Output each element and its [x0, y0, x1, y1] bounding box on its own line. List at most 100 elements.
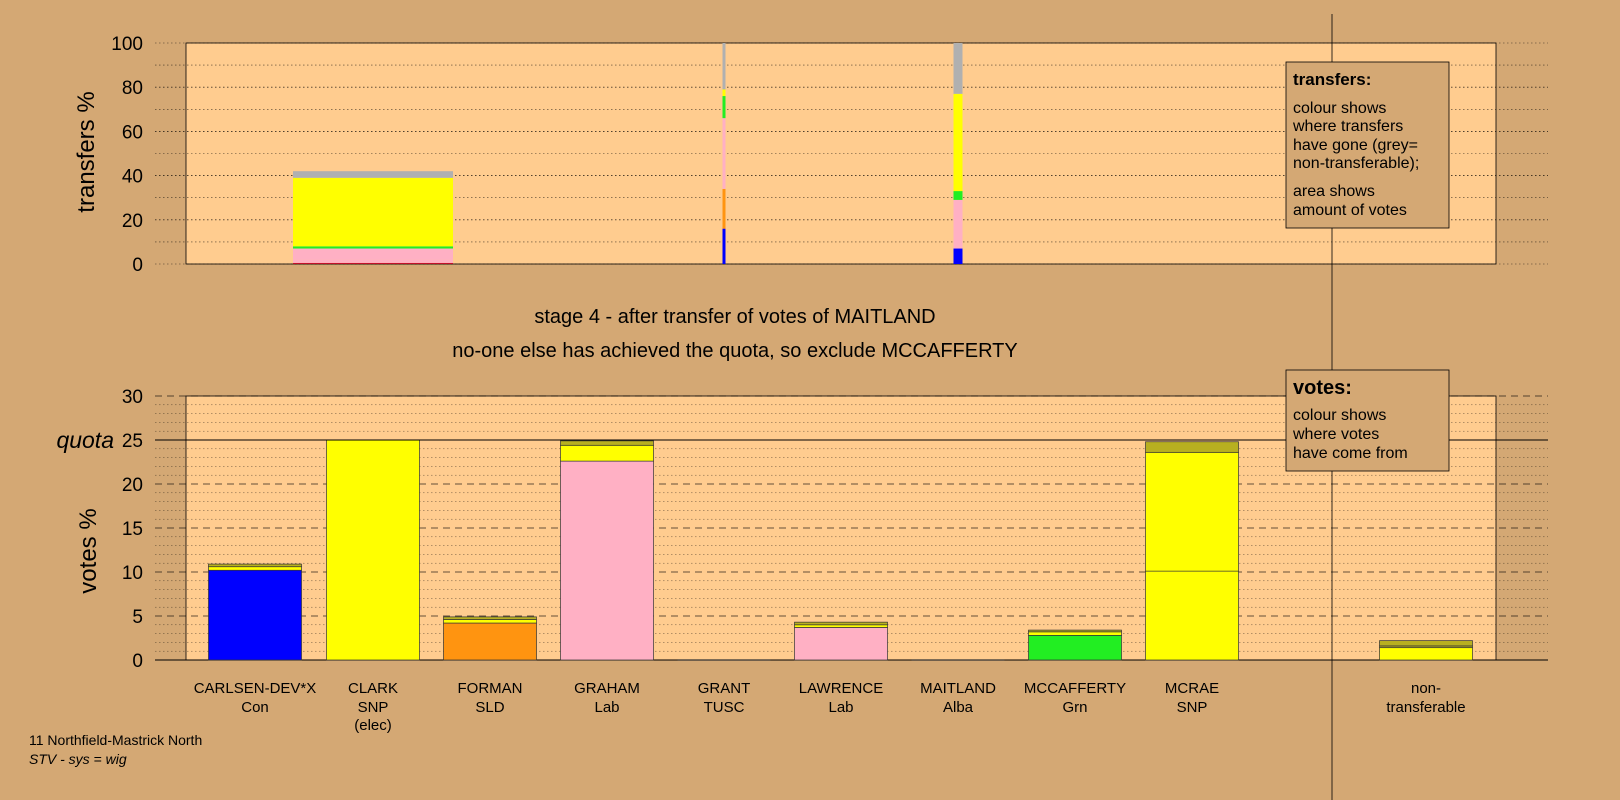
candidate-party: SNP — [358, 699, 389, 716]
vote-segment — [208, 569, 302, 661]
candidate-status: (elec) — [354, 717, 392, 734]
vote-segment — [1379, 647, 1473, 661]
legend-votes-title: votes: — [1293, 377, 1352, 399]
vote-segment — [560, 444, 654, 462]
candidate-name: MCRAE — [1165, 680, 1219, 697]
legend-transfers-title: transfers: — [1293, 70, 1371, 89]
candidate-party: Lab — [828, 699, 853, 716]
transfers-axis-title: transfers % — [73, 91, 100, 212]
votes-y-tick-label: 15 — [122, 519, 143, 540]
legend-votes-line: where votes — [1292, 426, 1379, 443]
vote-segment — [1379, 640, 1473, 647]
votes-y-tick-label: 0 — [132, 651, 143, 672]
vote-segment — [1028, 629, 1122, 633]
candidate-name: GRAHAM — [574, 680, 640, 697]
votes-y-tick-label: 30 — [122, 387, 143, 408]
candidate-name: LAWRENCE — [799, 680, 883, 697]
transfer-segment — [953, 199, 963, 249]
candidate-name: CLARK — [348, 680, 398, 697]
votes-bars — [208, 439, 1473, 661]
transfers-y-tick-label: 60 — [122, 122, 143, 143]
legend-transfers-line: non-transferable); — [1293, 155, 1419, 172]
candidate-party: SLD — [475, 699, 504, 716]
candidate-party: Lab — [594, 699, 619, 716]
candidate-party: SNP — [1177, 699, 1208, 716]
votes-y-tick-label: 5 — [132, 607, 143, 628]
stage-line-1: stage 4 - after transfer of votes of MAI… — [534, 306, 935, 328]
legend-transfers-line: area shows — [1293, 183, 1375, 200]
legend-votes: votes: colour shows where votes have com… — [1285, 369, 1450, 472]
votes-y-tick-label: 20 — [122, 475, 143, 496]
legend-transfers-line: amount of votes — [1293, 202, 1407, 219]
legend-transfers-line: have gone (grey= — [1293, 137, 1418, 154]
voting-system: STV - sys = wig — [29, 751, 127, 767]
candidate-party: Grn — [1062, 699, 1087, 716]
vote-segment — [443, 622, 537, 661]
vote-segment — [1028, 631, 1122, 636]
transfer-segment — [293, 171, 453, 178]
votes-axis-title: votes % — [75, 508, 102, 593]
quota-label: quota — [56, 427, 114, 453]
vote-segment — [1145, 570, 1239, 661]
vote-segment — [443, 616, 537, 620]
transfers-y-tick-label: 100 — [111, 34, 143, 55]
legend-transfers: transfers: colour shows where transfers … — [1285, 61, 1450, 229]
vote-segment — [560, 440, 654, 446]
transfer-segment — [953, 248, 963, 264]
votes-y-ticks: 0 5 10 15 20 25 30 — [122, 387, 143, 672]
vote-segment — [794, 624, 888, 628]
vote-segment — [794, 627, 888, 661]
legend-votes-box — [1285, 369, 1450, 472]
vote-segment — [1028, 635, 1122, 661]
transfer-segment — [722, 89, 726, 97]
votes-y-tick-label: 25 — [122, 431, 143, 452]
vote-segment — [1145, 441, 1239, 453]
candidate-name: CARLSEN-DEV*X — [194, 680, 317, 697]
candidate-name: MAITLAND — [920, 680, 996, 697]
legend-transfers-line: where transfers — [1292, 118, 1403, 135]
candidate-party: TUSC — [704, 699, 745, 716]
legend-votes-line: colour shows — [1293, 407, 1386, 424]
ward-name: 11 Northfield-Mastrick North — [29, 732, 202, 748]
vote-segment — [794, 621, 888, 626]
transfer-segment — [293, 248, 453, 260]
legend-votes-line: have come from — [1293, 445, 1408, 462]
transfers-y-tick-label: 0 — [132, 255, 143, 276]
transfers-y-tick-label: 80 — [122, 78, 143, 99]
transfer-segment — [293, 259, 453, 263]
transfer-segment — [722, 188, 726, 229]
candidate-labels: CARLSEN-DEV*XConCLARKSNP(elec)FORMANSLDG… — [194, 680, 1466, 734]
vote-segment — [1145, 451, 1239, 572]
transfers-y-ticks: 0 20 40 60 80 100 — [111, 34, 143, 276]
vote-segment — [443, 619, 537, 624]
transfers-columns — [293, 43, 963, 264]
transfer-segment — [953, 93, 963, 192]
candidate-name: non- — [1411, 680, 1441, 697]
transfer-segment — [953, 191, 963, 200]
vote-segment — [208, 563, 302, 568]
transfer-segment — [293, 246, 453, 249]
transfer-segment — [722, 96, 726, 119]
transfer-segment — [722, 43, 726, 90]
transfers-y-tick-label: 20 — [122, 211, 143, 232]
candidate-name: GRANT — [698, 680, 751, 697]
transfer-segment — [293, 262, 453, 264]
candidate-party: transferable — [1386, 699, 1465, 716]
candidate-party: Con — [241, 699, 269, 716]
transfers-y-tick-label: 40 — [122, 167, 143, 188]
transfer-segment — [722, 228, 726, 264]
transfer-segment — [722, 118, 726, 189]
transfer-segment — [953, 43, 963, 94]
candidate-party: Alba — [943, 699, 974, 716]
legend-transfers-box — [1285, 61, 1450, 229]
legend-transfers-line: colour shows — [1293, 100, 1386, 117]
candidate-name: MCCAFFERTY — [1024, 680, 1126, 697]
transfers-plot: 0 20 40 60 80 100 transfers % — [73, 34, 1548, 276]
stage-line-2: no-one else has achieved the quota, so e… — [452, 340, 1018, 362]
vote-segment — [326, 439, 420, 661]
vote-segment — [560, 460, 654, 661]
transfer-segment — [293, 177, 453, 247]
votes-y-tick-label: 10 — [122, 563, 143, 584]
